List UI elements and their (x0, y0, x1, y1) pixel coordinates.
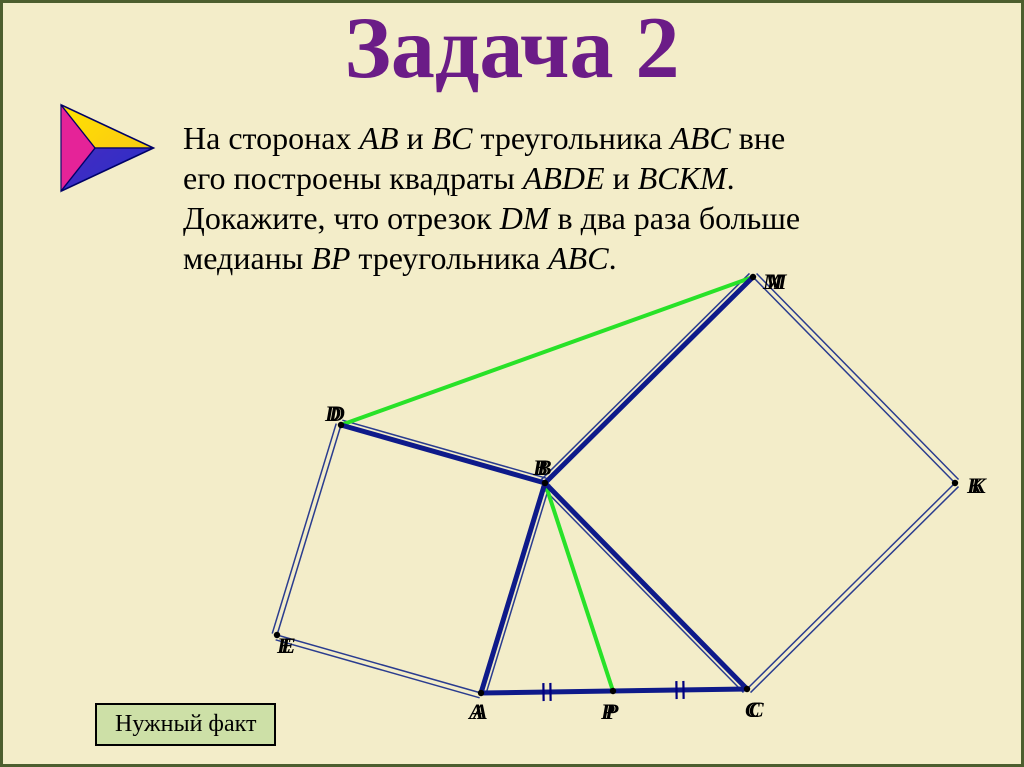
svg-text:C: C (745, 697, 760, 722)
svg-text:E: E (276, 633, 292, 658)
svg-text:M: M (762, 269, 784, 294)
svg-text:B: B (532, 455, 548, 480)
problem-statement: На сторонах AB и BC треугольника ABC вне… (183, 118, 983, 278)
useful-fact-button[interactable]: Нужный факт (95, 703, 276, 746)
svg-text:D: D (324, 401, 341, 426)
svg-text:K: K (966, 473, 983, 498)
geometry-diagram: AABBCCPPDDEEMMKK (233, 273, 993, 743)
arrow-icon (53, 93, 173, 208)
page-title: Задача 2 (3, 5, 1021, 93)
svg-text:A: A (467, 699, 484, 724)
svg-text:P: P (600, 699, 615, 724)
